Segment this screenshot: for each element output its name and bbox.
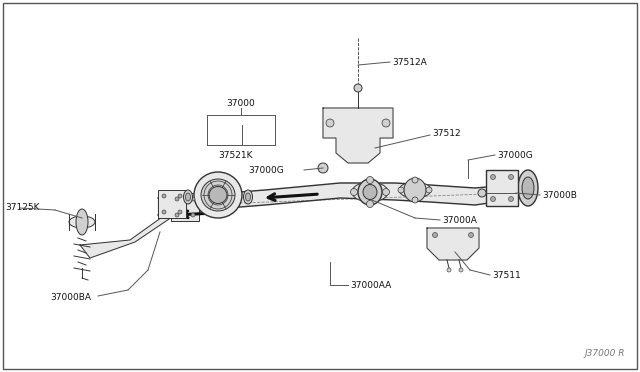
Text: 37000: 37000 — [226, 99, 255, 108]
Circle shape — [354, 84, 362, 92]
Text: 37521K: 37521K — [218, 151, 253, 160]
Circle shape — [178, 210, 182, 214]
Circle shape — [426, 187, 432, 193]
Ellipse shape — [69, 216, 95, 228]
Ellipse shape — [184, 190, 193, 204]
Circle shape — [490, 174, 495, 180]
Text: 37000B: 37000B — [542, 190, 577, 199]
Text: 37000A: 37000A — [442, 215, 477, 224]
Bar — [158, 190, 186, 218]
Bar — [171, 193, 199, 221]
Ellipse shape — [209, 186, 227, 203]
Circle shape — [509, 174, 513, 180]
Ellipse shape — [404, 178, 426, 202]
Circle shape — [382, 119, 390, 127]
Polygon shape — [158, 183, 535, 215]
Ellipse shape — [201, 179, 235, 211]
Circle shape — [490, 196, 495, 202]
Text: 37511: 37511 — [492, 270, 521, 279]
Text: 37512A: 37512A — [392, 58, 427, 67]
Circle shape — [398, 187, 404, 193]
Circle shape — [383, 189, 390, 196]
Circle shape — [412, 177, 418, 183]
Text: 37000G: 37000G — [497, 151, 532, 160]
Circle shape — [433, 232, 438, 237]
Circle shape — [175, 213, 179, 217]
Bar — [486, 170, 518, 206]
Text: 37000BA: 37000BA — [50, 294, 91, 302]
Circle shape — [351, 189, 358, 196]
Circle shape — [478, 189, 486, 197]
Circle shape — [162, 194, 166, 198]
Polygon shape — [80, 204, 185, 258]
Polygon shape — [323, 108, 393, 163]
Circle shape — [318, 163, 328, 173]
Text: J37000 R: J37000 R — [584, 349, 625, 358]
Circle shape — [162, 210, 166, 214]
Ellipse shape — [358, 179, 382, 205]
Circle shape — [509, 196, 513, 202]
Ellipse shape — [186, 193, 191, 201]
Text: 37125K: 37125K — [5, 202, 40, 212]
Text: 37512: 37512 — [432, 128, 461, 138]
Circle shape — [175, 197, 179, 201]
Text: 37000G: 37000G — [248, 166, 284, 174]
Circle shape — [468, 232, 474, 237]
Circle shape — [326, 119, 334, 127]
Ellipse shape — [352, 182, 388, 202]
Circle shape — [459, 268, 463, 272]
Ellipse shape — [246, 193, 250, 201]
Ellipse shape — [76, 209, 88, 235]
Ellipse shape — [399, 182, 431, 198]
Circle shape — [412, 197, 418, 203]
Polygon shape — [427, 228, 479, 260]
Circle shape — [447, 268, 451, 272]
Circle shape — [191, 197, 195, 201]
Ellipse shape — [522, 177, 534, 199]
Text: 37000AA: 37000AA — [350, 280, 391, 289]
Ellipse shape — [518, 170, 538, 206]
Circle shape — [178, 194, 182, 198]
Circle shape — [191, 213, 195, 217]
Ellipse shape — [363, 185, 377, 199]
Circle shape — [367, 176, 374, 183]
Ellipse shape — [194, 172, 242, 218]
Circle shape — [367, 201, 374, 208]
Ellipse shape — [243, 190, 253, 204]
